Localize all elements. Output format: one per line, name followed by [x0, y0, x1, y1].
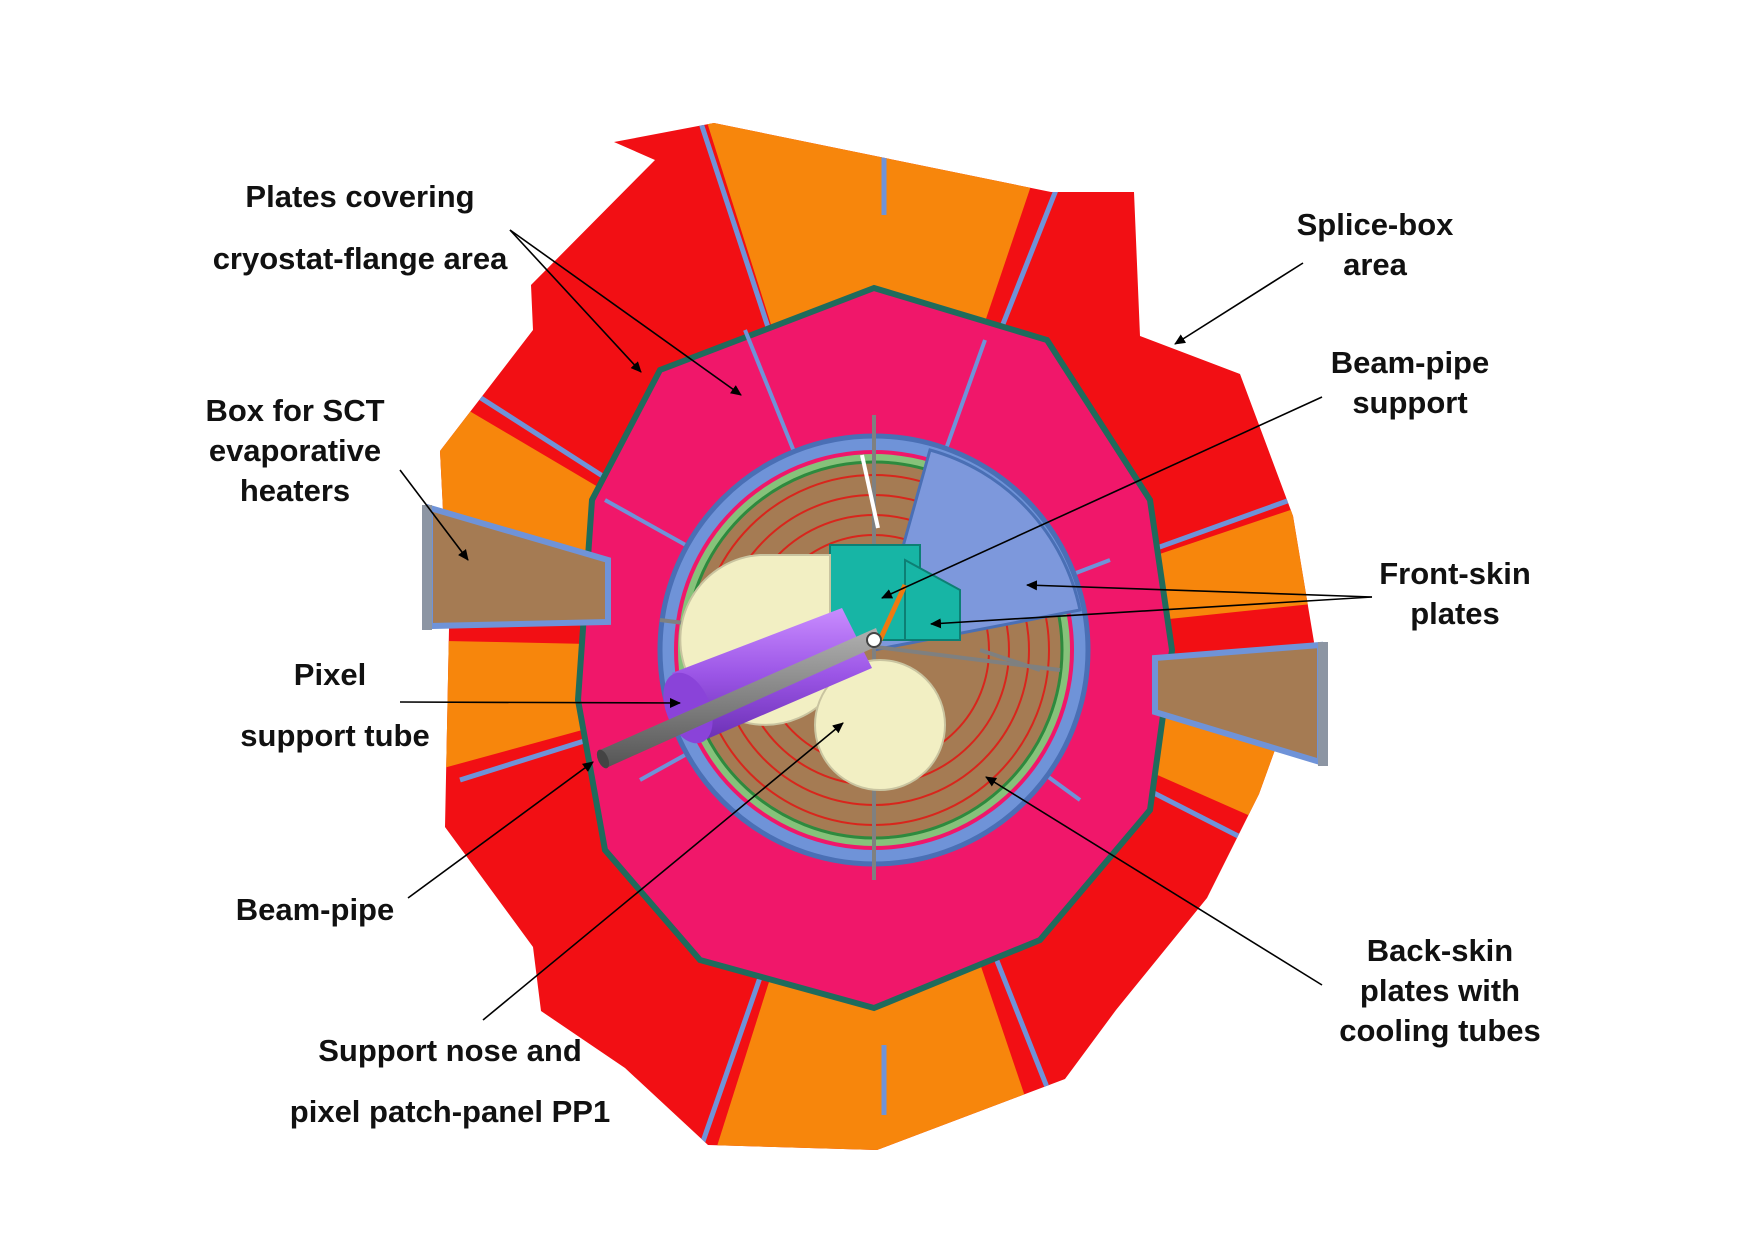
label-box-sct-line3: heaters	[239, 473, 351, 508]
label-back-skin-line2: plates with	[1359, 973, 1521, 1008]
label-beam-pipe-support-line1: Beam-pipe	[1330, 345, 1490, 380]
label-back-skin-line3: cooling tubes	[1339, 1013, 1541, 1048]
label-box-sct-line1: Box for SCT	[205, 393, 385, 428]
label-plates-covering-line1: Plates covering	[245, 179, 475, 214]
sct-heater-box-right	[1152, 641, 1328, 767]
label-box-sct-line2: evaporative	[208, 433, 382, 468]
label-pixel-line1: Pixel	[293, 657, 367, 692]
sct-heater-box-left	[422, 503, 611, 630]
label-pixel-line2: support tube	[240, 718, 430, 753]
label-beam-pipe: Beam-pipe	[235, 892, 395, 927]
leader-lines	[399, 229, 1373, 1021]
label-front-skin-line1: Front-skin	[1379, 556, 1531, 591]
label-front-skin-line2: plates	[1410, 596, 1500, 631]
label-support-nose-line1: Support nose and	[318, 1033, 582, 1068]
label-beam-pipe-support-line2: support	[1352, 385, 1468, 420]
label-splice-box-line2: area	[1343, 247, 1407, 282]
label-plates-covering-line2: cryostat-flange area	[212, 241, 508, 276]
label-back-skin-line1: Back-skin	[1366, 933, 1514, 968]
beam-pipe-drawing	[596, 628, 882, 769]
label-splice-box-line1: Splice-box	[1296, 207, 1454, 242]
label-support-nose-line2: pixel patch-panel PP1	[289, 1094, 611, 1129]
